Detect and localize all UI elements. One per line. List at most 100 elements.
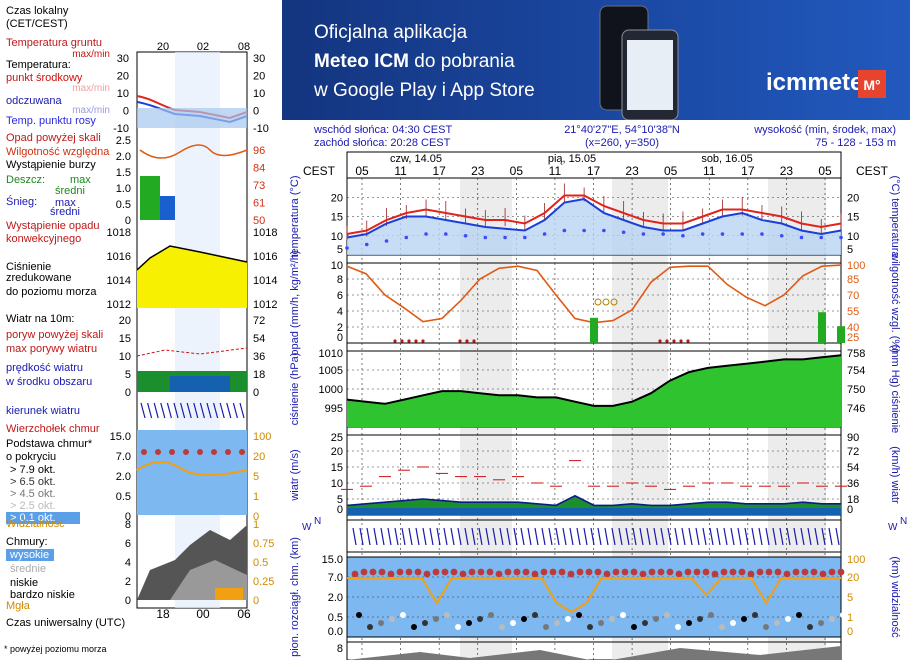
wind-direction-arrow: [709, 527, 714, 546]
dew-point-dot: [602, 228, 606, 233]
legend-direction-arrow: [160, 402, 166, 419]
legend-visibility: Widzialność: [6, 518, 65, 530]
legend-night-band: [175, 52, 220, 608]
cloud-top-dot: [783, 570, 791, 578]
legend-temp-maxmin: max/min: [72, 83, 110, 94]
convective-marker: [400, 339, 404, 343]
compass-w-right: W: [888, 522, 898, 533]
cloud-top-dot: [432, 568, 440, 576]
wind-direction-arrow: [751, 527, 756, 546]
wind-direction-arrow: [828, 527, 833, 546]
direction-frame: [346, 519, 842, 553]
precip-tick-right: 25: [847, 332, 859, 344]
cloudbase-tick-right: 5: [847, 592, 853, 604]
dew-point-dot: [740, 232, 744, 236]
cloud-base-dot: [598, 620, 604, 626]
cloud-base-dot: [741, 616, 747, 622]
precip-tick-left: 0: [337, 332, 343, 344]
wind-direction-arrow: [835, 527, 840, 546]
dew-point-dot: [562, 228, 567, 233]
legend-direction-arrow: [173, 402, 179, 419]
legend-temp-title: Temperatura:: [6, 59, 71, 71]
legend-snow-max: max: [55, 197, 76, 209]
wind-direction-arrow: [674, 527, 679, 546]
cloudbase-tick-left: 7.0: [328, 572, 343, 584]
wind-direction-arrow: [366, 527, 371, 546]
wind-direction-arrow: [485, 527, 490, 546]
dew-point-dot: [503, 235, 507, 240]
wind-direction-arrow: [590, 527, 595, 546]
wind-direction-arrow: [450, 527, 455, 546]
temp-tick-left: 10: [331, 231, 343, 243]
precip-tick-left: 6: [337, 290, 343, 302]
cloud-top-dot: [684, 568, 692, 576]
cloud-top-dot: [540, 568, 548, 576]
convective-marker: [458, 339, 462, 343]
legend-pressure-tick-r: 1018: [253, 227, 277, 239]
storm-marker: [602, 298, 610, 306]
legend-feels-maxmin: max/min: [72, 105, 110, 116]
legend-wind-speed: prędkość wiatru: [6, 362, 83, 374]
cloud-top-dot: [666, 568, 674, 576]
legend-ground-temp: Temperatura gruntu: [6, 37, 102, 49]
legend-vis-tick: 1: [253, 491, 259, 503]
cloud-base-dot: [510, 620, 516, 626]
cloud-top-dot: [567, 570, 575, 578]
wind-direction-arrow: [359, 527, 364, 546]
legend-wind-tick-r: 36: [253, 351, 265, 363]
legend-utc-tick: 00: [196, 607, 210, 621]
wind-tick-left: 5: [337, 494, 343, 506]
cloudbase-tick-right: 1: [847, 612, 853, 624]
cloud-base-dot: [356, 612, 362, 618]
wind-direction-arrow: [401, 527, 406, 546]
wind-direction-arrow: [667, 527, 672, 546]
wind-direction-arrow: [723, 527, 728, 546]
cloud-base-dot: [796, 612, 802, 618]
cloud-base-dot: [411, 624, 417, 630]
coordinates-text: 21°40'27"E, 54°10'38"N: [564, 124, 680, 136]
precip-axis-label: opad (mm/h, kg/m²/h): [289, 250, 301, 355]
wind-direction-arrow: [758, 527, 763, 546]
legend-clouds-high: wysokie: [9, 549, 49, 561]
cloud-top-dot: [441, 568, 449, 576]
cloud-top-dot: [405, 568, 413, 576]
temp-tick-right: 10: [847, 231, 859, 243]
wind-tick-right: 36: [847, 478, 859, 490]
legend-direction-arrow: [213, 402, 219, 419]
wind-tick-right: 54: [847, 462, 859, 474]
dew-point-dot: [424, 232, 428, 236]
legend-local-tick: 20: [157, 41, 169, 53]
legend-temp-mid: punkt środkowy: [6, 72, 83, 84]
legend-cloud-top-dot: [169, 449, 175, 455]
legend-humid-tick: 50: [253, 215, 265, 227]
legend-direction-arrow: [186, 402, 192, 419]
legend-direction-arrow: [206, 402, 212, 419]
legend-fog: Mgła: [6, 600, 31, 612]
legend-direction-arrow: [166, 402, 172, 419]
legend-utc-tick: 06: [237, 607, 251, 621]
hour-tick: 23: [780, 164, 794, 178]
cloudbase-tick-right: 100: [847, 554, 865, 566]
app-promo-banner[interactable]: Oficjalna aplikacja Meteo ICM do pobrania…: [282, 0, 910, 121]
precip-tick-left: 2: [337, 322, 343, 334]
dew-point-dot: [779, 233, 784, 238]
cloud-top-dot: [558, 568, 566, 576]
temp-tick-left: 20: [331, 192, 343, 204]
legend-clouds-tick: 8: [125, 519, 131, 531]
hour-tick: 05: [355, 164, 369, 178]
cloud-base-dot: [433, 616, 439, 622]
wind-direction-arrow: [415, 527, 420, 546]
legend-direction-arrow: [219, 402, 225, 419]
pressure-tick-right: 754: [847, 365, 865, 377]
dew-point-dot: [681, 233, 685, 238]
legend-wind-speed-2: w środku obszaru: [5, 376, 92, 388]
wind-direction-arrow: [695, 527, 700, 546]
precip-tick-right: 40: [847, 322, 859, 334]
legend-temp-tick-r: -10: [253, 123, 269, 135]
convective-marker: [465, 339, 469, 343]
legend-precip-occur: Wystąpienie opadu: [6, 220, 99, 232]
cloud-base-dot: [554, 620, 560, 626]
legend-cloud-top-dot: [225, 449, 231, 455]
legend-snow-avg: średni: [50, 206, 80, 218]
convective-marker: [679, 339, 683, 343]
